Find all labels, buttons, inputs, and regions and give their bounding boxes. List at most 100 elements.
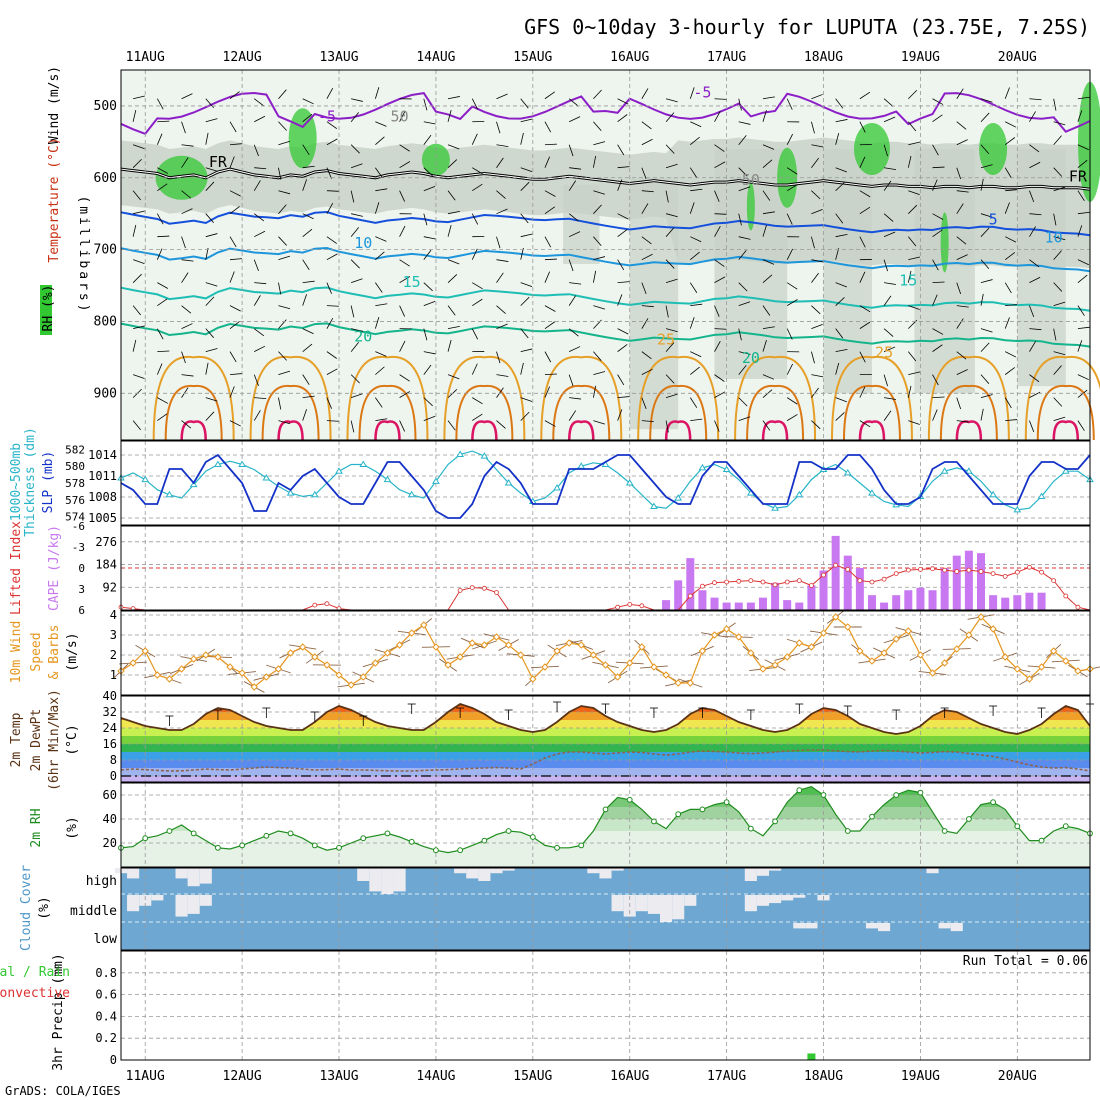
wind-barb [520,296,530,306]
wind-barb [156,133,163,145]
wind-barb [472,167,483,175]
wind10m-marker [577,641,585,649]
wind-barb [811,144,824,148]
wind-barb [1004,252,1016,260]
wind-barb [884,282,897,285]
cape-bar [989,595,998,610]
wind-barb [326,121,337,129]
thickness-marker [1013,505,1022,513]
wind-barb [181,121,186,134]
wind-barb [229,420,241,427]
cape-bar [710,597,719,610]
wind10m-marker [238,669,246,677]
thickness-tick: 582 [65,443,85,456]
li-marker [324,601,330,607]
wind-barb [1053,213,1057,226]
wind-label-2: Speed [29,632,44,671]
rh2m-marker [917,789,924,796]
cloud-cell [865,923,879,929]
wind-barb [883,346,896,352]
wind-barb [520,98,529,109]
wind-barb [568,98,579,107]
wind-barb [908,236,917,247]
cloud-cell [926,868,939,874]
slp-tick: 1005 [88,511,117,525]
wind-barb [254,282,267,285]
wind-barb [932,409,938,421]
wind-barb [762,326,775,330]
wind-barb [496,93,508,100]
wind-barb [738,213,742,226]
date-label: 12AUG [223,1069,262,1084]
li-marker [1063,593,1069,599]
wind-barb [205,348,218,353]
wind-barb [690,366,700,375]
wind-barb [447,190,456,201]
wind-barb [1005,121,1017,128]
date-label: 14AUG [416,50,455,65]
wind-barb [253,98,265,107]
wind-barb [593,256,606,261]
wind-barb [471,133,478,145]
slp-line [120,453,1091,519]
wind-barb [375,167,383,178]
li-tick: 6 [78,604,85,617]
wind-barb [447,110,452,122]
wind-barb [593,190,605,195]
wind-barb [423,186,436,192]
wind-barb [205,132,209,145]
wind-barb [350,112,360,122]
wind-barb [883,374,888,387]
wind-barb [956,305,969,308]
wind-barb [1029,259,1040,268]
cape-bar [880,602,889,610]
wind-barb [350,420,355,433]
cloud-cell [805,923,818,929]
wind-barb [811,351,815,364]
wind-barb [399,340,406,352]
wind-barb [447,159,458,169]
precip-tick: 0.6 [95,988,117,1002]
wind-barb [689,317,695,329]
wind10m-marker [844,623,852,631]
cape-bar [1013,595,1022,610]
wind-barb [472,183,483,192]
wind-barb [351,98,363,102]
wind10m-marker [710,631,719,639]
li-marker [627,602,633,607]
wind-barb [980,164,993,169]
wind-barb [908,256,921,261]
wind-barb [738,167,748,177]
wind-barb [568,295,577,306]
wind-barb [1005,189,1018,192]
wind-barb [908,89,918,100]
thickness-marker [407,490,416,498]
wind-barb [472,397,483,405]
bottom-date-axis: 11AUG 12AUG 13AUG 14AUG 15AUG 16AUG 17AU… [126,1069,1037,1084]
temp-label-4: (°C) [65,724,80,755]
slp-tick: 1008 [88,490,117,504]
wind-barb [447,144,460,150]
wind10m-marker [517,651,525,659]
temp-tick: 32 [103,705,117,719]
wind10m-marker [432,643,440,651]
wind-barb [520,132,524,145]
isotherm-15 [120,286,1091,312]
cloud-cell [369,868,382,892]
wind-barb [229,236,237,248]
rh2m-marker [408,838,415,845]
wind-barb [1077,159,1088,169]
pressure-tick: 900 [94,386,117,401]
wind-barb [375,236,387,242]
rh2m-panel: 20 40 60 [103,782,1093,868]
cape-bar [746,602,755,610]
thickness-tick: 576 [65,494,85,507]
cape-bar [952,555,961,610]
wind-barb [956,397,962,410]
wind-barb [254,345,266,352]
wind-barb [447,420,456,431]
cape-frame [120,525,1091,611]
wind-barb [229,156,235,168]
contour-label: 25 [875,343,893,361]
wind-barb [520,167,533,172]
